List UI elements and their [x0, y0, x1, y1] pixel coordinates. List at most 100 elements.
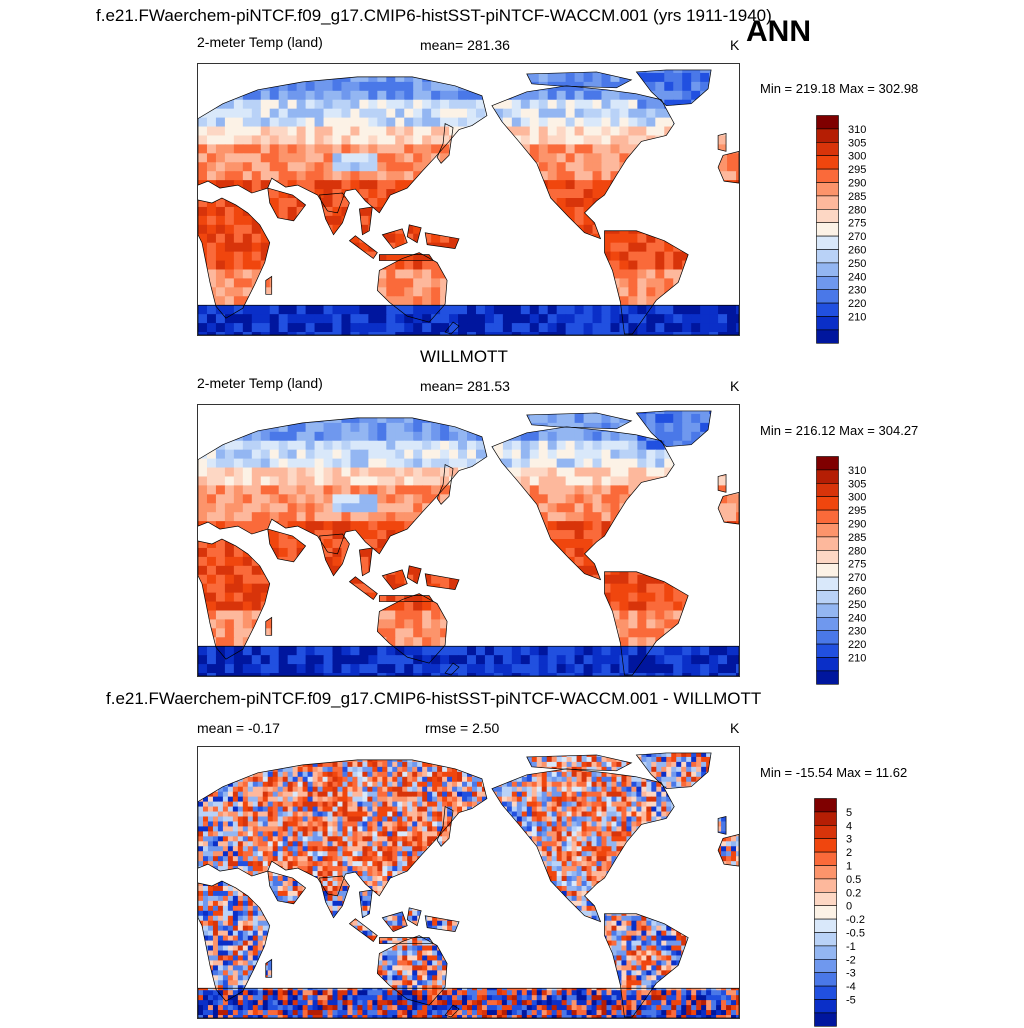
- panel-1-title: f.e21.FWaerchem-piNTCF.f09_g17.CMIP6-his…: [96, 6, 772, 25]
- colorbar-swatch: [816, 670, 839, 685]
- colorbar-tick-label: 240: [848, 271, 866, 283]
- coastlines: [198, 69, 739, 335]
- colorbar-tick-label: 0: [846, 901, 852, 913]
- colorbar-tick-label: -0.2: [846, 914, 865, 926]
- colorbar-tick-label: 250: [848, 599, 866, 611]
- colorbar-swatch: [816, 550, 839, 565]
- colorbar-svg: 54 32 10.50.2 0-0.2 -0.5-1-2 -3-4 -5: [814, 798, 865, 1027]
- colorbar-tick-label: 310: [848, 465, 866, 477]
- colorbar-swatch: [816, 302, 839, 317]
- colorbar-tick-label: 2: [846, 847, 852, 859]
- colorbar-tick-label: 275: [848, 559, 866, 571]
- colorbar-swatch: [816, 643, 839, 658]
- panel-2-map-canvas: [198, 410, 739, 676]
- colorbar-tick-label: -3: [846, 968, 856, 980]
- colorbar-swatch: [814, 945, 837, 960]
- colorbar-swatch: [816, 496, 839, 511]
- colorbar-swatch: [814, 824, 837, 839]
- panel-1-map-canvas: [198, 69, 739, 335]
- panel-3-rmse-label: rmse = 2.50: [425, 720, 500, 736]
- colorbar-tick-label: 290: [848, 178, 866, 190]
- colorbar-tick-label: 220: [848, 639, 866, 651]
- panel-1-units: K: [730, 37, 740, 53]
- colorbar-swatch: [816, 262, 839, 277]
- colorbar-swatch: [816, 155, 839, 170]
- colorbar-swatch: [816, 509, 839, 524]
- colorbar-tick-label: -1: [846, 941, 856, 953]
- colorbar-tick-label: 285: [848, 532, 866, 544]
- colorbar-tick-label: -2: [846, 954, 856, 966]
- colorbar-tick-label: 280: [848, 204, 866, 216]
- panel-2-units: K: [730, 378, 740, 394]
- colorbar-tick-label: 295: [848, 505, 866, 517]
- panel-3-mean-label: mean = -0.17: [197, 720, 280, 736]
- season-label: ANN: [746, 15, 811, 48]
- colorbar-tick-label: -0.5: [846, 928, 865, 940]
- colorbar-swatch: [814, 878, 837, 893]
- colorbar-tick-label: 0.5: [846, 874, 861, 886]
- panel-1-mean-label: mean= 281.36: [420, 37, 510, 53]
- colorbar-tick-label: 0.2: [846, 887, 861, 899]
- colorbar-swatch: [816, 289, 839, 304]
- colorbar-tick-label: 230: [848, 626, 866, 638]
- colorbar-swatch: [816, 630, 839, 645]
- panel-3-map: [197, 746, 740, 1019]
- panel-3-minmax: Min = -15.54 Max = 11.62: [760, 765, 908, 780]
- colorbar-tick-label: -4: [846, 981, 856, 993]
- colorbar-swatch: [816, 576, 839, 591]
- colorbar-tick-label: 3: [846, 834, 852, 846]
- colorbar-swatch: [816, 141, 839, 156]
- colorbar-tick-label: 4: [846, 820, 852, 832]
- colorbar-swatch: [816, 316, 839, 331]
- colorbar-swatch: [816, 657, 839, 672]
- colorbar-swatch: [816, 168, 839, 183]
- coastlines: [198, 752, 739, 1018]
- colorbar-tick-label: 300: [848, 492, 866, 504]
- colorbar-tick-label: 210: [848, 653, 866, 665]
- panel-3-units: K: [730, 720, 740, 736]
- colorbar-tick-label: 260: [848, 245, 866, 257]
- colorbar-tick-label: 240: [848, 612, 866, 624]
- colorbar-tick-label: 250: [848, 258, 866, 270]
- panel-2-mean-label: mean= 281.53: [420, 378, 510, 394]
- colorbar-tick-label: 290: [848, 519, 866, 531]
- colorbar-tick-label: 210: [848, 312, 866, 324]
- colorbar-tick-label: 1: [846, 861, 852, 873]
- colorbar-swatch: [816, 617, 839, 632]
- colorbar-swatch: [816, 115, 839, 130]
- colorbar-swatch: [816, 590, 839, 605]
- colorbar-swatch: [814, 905, 837, 920]
- colorbar-swatch: [814, 972, 837, 987]
- colorbar-swatch: [814, 798, 837, 813]
- colorbar-tick-label: 270: [848, 572, 866, 584]
- panel-3-colorbar: 5 4 3 2 1 0.5 0.2 0 -0.2 -0.5 -1 -2 -3 -4 -5: [814, 798, 874, 1028]
- panel-1-colorbar: 310 305 300 295 290 285 280 275 270 260 250 240 230 2…: [816, 115, 876, 345]
- colorbar-tick-label: 270: [848, 231, 866, 243]
- colorbar-swatch: [816, 536, 839, 551]
- colorbar-swatch: [814, 811, 837, 826]
- colorbar-swatch: [816, 249, 839, 264]
- colorbar-swatch: [816, 523, 839, 538]
- panel-2-title: WILLMOTT: [420, 347, 508, 366]
- colorbar-tick-label: 310: [848, 124, 866, 136]
- colorbar-tick-label: 295: [848, 164, 866, 176]
- colorbar-swatch: [816, 469, 839, 484]
- colorbar-swatch: [814, 892, 837, 907]
- colorbar-swatch: [814, 838, 837, 853]
- land-field: [198, 752, 739, 1018]
- panel-2-variable-label: 2-meter Temp (land): [197, 375, 323, 391]
- colorbar-tick-label: 285: [848, 191, 866, 203]
- panel-1-variable-label: 2-meter Temp (land): [197, 34, 323, 50]
- colorbar-swatch: [816, 329, 839, 344]
- colorbar-swatch: [816, 222, 839, 237]
- colorbar-tick-label: 220: [848, 298, 866, 310]
- colorbar-tick-label: -5: [846, 995, 856, 1007]
- colorbar-tick-label: 260: [848, 586, 866, 598]
- panel-1-map: [197, 63, 740, 336]
- colorbar-tick-label: 280: [848, 545, 866, 557]
- colorbar-tick-label: 230: [848, 285, 866, 297]
- colorbar-swatch: [816, 563, 839, 578]
- colorbar-swatch: [816, 603, 839, 618]
- panel-1-minmax: Min = 219.18 Max = 302.98: [760, 81, 919, 96]
- colorbar-swatch: [816, 182, 839, 197]
